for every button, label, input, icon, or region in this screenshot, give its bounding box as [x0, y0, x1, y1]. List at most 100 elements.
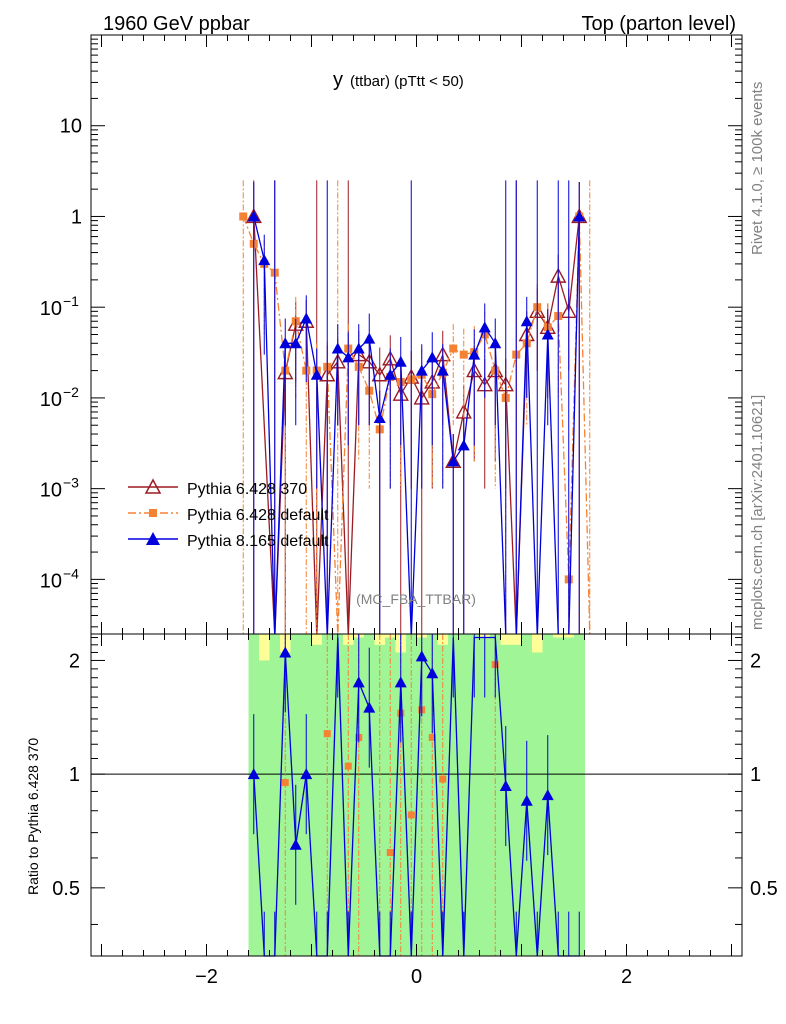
data-point	[468, 348, 481, 360]
ratio-point	[363, 701, 376, 713]
data-point	[310, 368, 323, 380]
legend-label-p6-370: Pythia 6.428 370	[187, 481, 307, 498]
legend-label-p8-default: Pythia 8.165 default	[187, 533, 329, 550]
legend-marker-open-triangle-icon	[144, 478, 162, 494]
ratio-band-inner	[364, 634, 375, 956]
y-tick-label-exponent: −2	[63, 384, 79, 400]
ratio-point	[323, 730, 331, 738]
ratio-plot-panel	[91, 634, 742, 957]
data-point	[371, 366, 388, 382]
data-point	[239, 212, 248, 221]
data-point	[289, 337, 302, 349]
data-point	[573, 210, 586, 222]
ratio-point	[428, 734, 436, 742]
data-point	[415, 364, 428, 376]
ratio-band-inner	[437, 644, 449, 956]
ratio-band-inner	[416, 637, 428, 956]
analysis-tag: (MC_FBA_TTBAR)	[356, 591, 476, 607]
y-tick-label-exponent: −4	[63, 565, 79, 581]
ratio-band-inner	[469, 634, 480, 956]
ratio-point	[426, 667, 439, 679]
data-point	[541, 328, 554, 340]
data-point	[489, 337, 502, 349]
ratio-band-inner	[269, 634, 281, 956]
rivet-label: Rivet 4.1.0, ≥ 100k events	[749, 82, 766, 255]
ratio-band-inner	[343, 644, 354, 956]
ratio-band-inner	[553, 637, 564, 956]
ratio-band-inner	[259, 660, 270, 956]
legend-label-p6-default: Pythia 6.428 default	[187, 507, 329, 524]
y-tick-label-base: 10	[40, 298, 62, 320]
data-point	[342, 351, 355, 363]
data-point	[331, 342, 344, 354]
ratio-y-axis-label: Ratio to Pythia 6.428 370	[25, 738, 41, 895]
ratio-band-inner	[563, 637, 575, 956]
x-tick-label: 0	[411, 966, 422, 988]
ratio-series-p8-default	[247, 634, 580, 957]
data-point	[449, 344, 458, 353]
data-point	[436, 364, 449, 376]
legend: Pythia 6.428 370 Pythia 6.428 default Py…	[128, 478, 329, 550]
ratio-band-inner	[458, 634, 470, 956]
y-tick-label-base: 10	[40, 570, 62, 592]
y-tick-label: 10	[60, 116, 82, 138]
data-point	[352, 342, 365, 354]
ratio-band-inner	[332, 634, 344, 956]
ratio-point	[289, 838, 302, 850]
data-point	[459, 350, 468, 359]
ratio-band-inner	[353, 637, 365, 956]
y-tick-label-exponent: −3	[63, 475, 79, 491]
series-line	[253, 216, 580, 637]
legend-marker-filled-triangle-icon	[146, 532, 160, 545]
ratio-y-tick-label-right: 2	[750, 650, 761, 672]
ratio-point	[247, 768, 260, 780]
main-plot-panel	[239, 180, 591, 637]
ratio-band-inner	[448, 634, 459, 956]
ratio-band-inner	[374, 644, 386, 956]
data-point	[478, 321, 491, 333]
data-point	[258, 254, 271, 266]
ratio-point	[352, 676, 365, 688]
series-line	[242, 216, 591, 637]
ratio-line	[253, 636, 580, 957]
y-tick-label-base: 10	[40, 480, 62, 502]
data-point	[447, 455, 460, 467]
ratio-y-tick-label-left: 0.5	[52, 878, 80, 900]
ratio-band-inner	[479, 637, 491, 956]
y-tick-label-exponent: −1	[63, 293, 79, 309]
ratio-y-tick-label-left: 1	[69, 764, 80, 786]
data-point	[300, 312, 313, 324]
ratio-point	[386, 849, 394, 857]
ratio-point	[394, 676, 407, 688]
ratio-y-tick-label-right: 1	[750, 764, 761, 786]
ratio-point	[300, 768, 313, 780]
data-point	[247, 210, 260, 222]
ratio-point	[439, 775, 447, 783]
ratio-band-inner	[385, 637, 396, 956]
ratio-point	[279, 646, 292, 658]
ratio-y-tick-label-left: 2	[69, 650, 80, 672]
series-2	[247, 180, 586, 637]
plot-title-sub: (ttbar) (pTtt < 50)	[350, 73, 464, 90]
ratio-point	[407, 811, 415, 819]
ratio-band-inner	[532, 652, 543, 956]
x-tick-label: 2	[621, 966, 632, 988]
ratio-point	[281, 779, 289, 787]
data-point	[373, 412, 386, 424]
plot-title-main: y	[333, 69, 343, 91]
ratio-band-inner	[511, 644, 522, 956]
y-tick-label-base: 10	[40, 389, 62, 411]
ratio-band-inner	[574, 634, 585, 956]
ratio-point	[415, 650, 428, 662]
ratio-point	[541, 789, 554, 801]
y-tick-label: 1	[71, 206, 82, 228]
ratio-point	[520, 794, 533, 806]
legend-marker-square-icon	[149, 509, 157, 517]
header-left-title: 1960 GeV ppbar	[103, 13, 250, 35]
ratio-band-inner	[311, 644, 323, 956]
legend-entry-p6-default: Pythia 6.428 default	[128, 507, 329, 524]
data-point	[363, 332, 376, 344]
data-point	[394, 355, 407, 367]
data-point	[384, 368, 397, 380]
